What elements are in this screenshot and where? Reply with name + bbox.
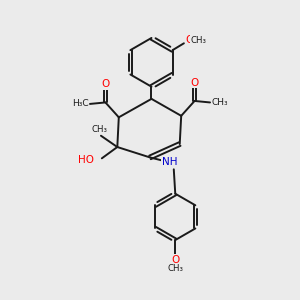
Text: CH₃: CH₃ — [167, 264, 183, 273]
Text: CH₃: CH₃ — [211, 98, 228, 107]
Text: O: O — [101, 79, 110, 89]
Text: O: O — [171, 255, 179, 265]
Text: H₃C: H₃C — [72, 99, 89, 108]
Text: HO: HO — [77, 155, 94, 165]
Text: O: O — [190, 77, 199, 88]
Text: O: O — [186, 35, 194, 45]
Text: CH₃: CH₃ — [191, 35, 207, 44]
Text: NH: NH — [162, 157, 178, 167]
Text: CH₃: CH₃ — [92, 125, 107, 134]
